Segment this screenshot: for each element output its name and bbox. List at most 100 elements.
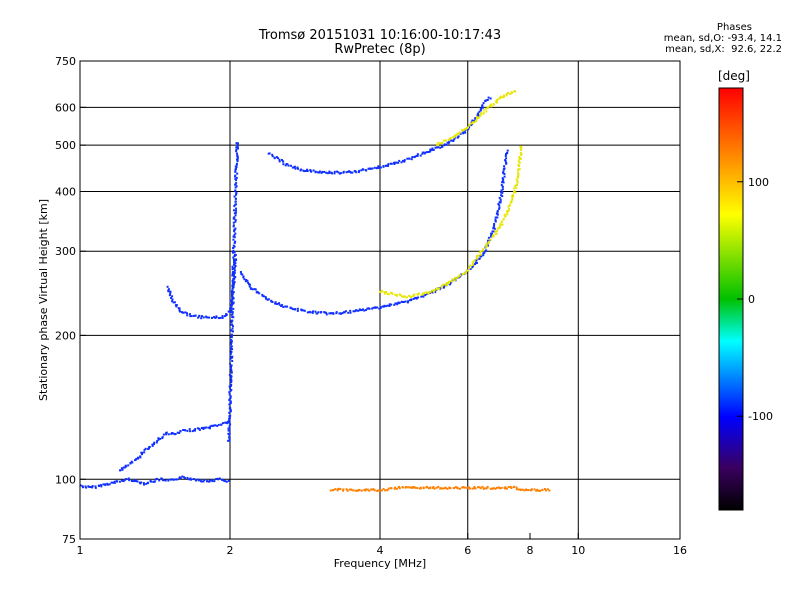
data-point xyxy=(335,311,338,314)
data-point xyxy=(234,276,237,278)
data-point xyxy=(448,140,451,143)
data-point xyxy=(235,182,238,185)
data-point xyxy=(140,481,143,484)
data-point xyxy=(416,153,419,156)
data-point xyxy=(499,198,502,201)
data-point xyxy=(186,476,189,479)
data-point xyxy=(387,163,390,166)
data-point xyxy=(452,139,455,142)
data-point xyxy=(482,112,485,115)
data-point xyxy=(503,173,506,175)
data-point xyxy=(449,137,452,140)
chart-title: Tromsø 20151031 10:16:00-10:17:43 xyxy=(258,28,502,43)
plot-grid xyxy=(80,61,680,539)
data-point xyxy=(136,480,139,483)
data-point xyxy=(94,486,97,489)
data-point xyxy=(487,96,490,99)
data-point xyxy=(479,487,482,490)
data-point xyxy=(315,312,318,315)
data-point xyxy=(214,316,217,319)
data-point xyxy=(463,272,466,275)
data-point xyxy=(314,310,317,313)
data-point xyxy=(294,308,297,311)
data-point xyxy=(233,277,236,280)
data-point xyxy=(91,486,94,489)
data-point xyxy=(498,226,500,229)
data-point xyxy=(521,488,524,491)
data-point xyxy=(221,478,223,481)
data-point xyxy=(233,216,236,219)
data-point xyxy=(447,142,450,145)
data-point xyxy=(368,307,371,310)
data-point xyxy=(503,213,506,216)
data-point xyxy=(231,292,234,295)
data-point xyxy=(377,165,380,168)
data-point xyxy=(233,267,236,270)
data-point xyxy=(271,155,274,158)
data-point xyxy=(485,487,488,490)
data-point xyxy=(229,299,232,302)
data-point xyxy=(463,130,466,133)
data-point xyxy=(201,315,203,318)
data-point xyxy=(236,172,239,175)
data-point xyxy=(231,319,234,322)
data-point xyxy=(458,274,461,277)
data-point xyxy=(371,167,374,170)
data-point xyxy=(167,288,170,291)
data-point xyxy=(388,303,391,306)
data-point xyxy=(457,135,460,138)
data-point xyxy=(198,315,201,318)
data-point xyxy=(456,487,459,490)
data-point xyxy=(119,469,122,472)
data-point xyxy=(235,179,238,182)
data-point xyxy=(218,477,221,480)
data-point xyxy=(489,103,492,106)
data-point xyxy=(517,172,520,175)
data-point xyxy=(213,480,216,483)
chart-subtitle: RwPretec (8p) xyxy=(334,42,426,57)
data-point xyxy=(485,244,488,247)
data-point xyxy=(332,312,335,315)
data-point xyxy=(289,306,292,309)
data-point xyxy=(318,171,321,174)
data-point xyxy=(506,213,509,216)
data-point xyxy=(441,145,444,148)
data-point xyxy=(179,310,181,313)
data-point xyxy=(231,311,234,314)
data-point xyxy=(467,126,469,129)
data-point xyxy=(477,254,480,257)
data-point xyxy=(229,423,232,426)
data-point xyxy=(496,227,499,230)
data-point xyxy=(390,162,393,165)
data-point xyxy=(278,302,280,305)
data-point xyxy=(455,277,458,280)
data-point xyxy=(489,97,492,100)
data-point xyxy=(231,295,234,298)
data-point xyxy=(230,345,233,348)
data-point xyxy=(501,177,504,180)
data-point xyxy=(233,260,236,262)
data-point xyxy=(484,107,487,110)
data-point xyxy=(264,296,267,299)
data-point xyxy=(207,426,210,429)
data-point xyxy=(189,315,192,318)
data-point xyxy=(284,305,287,308)
data-point xyxy=(446,284,449,286)
data-point xyxy=(171,432,174,434)
data-point xyxy=(234,183,237,186)
data-point xyxy=(231,287,234,290)
data-point xyxy=(333,170,336,173)
data-point xyxy=(156,477,158,480)
data-point xyxy=(338,172,341,175)
y-tick-label: 400 xyxy=(55,185,76,198)
data-point xyxy=(325,313,328,316)
data-point xyxy=(456,132,459,135)
data-point xyxy=(431,147,434,150)
data-point xyxy=(492,233,495,236)
data-point xyxy=(231,348,234,351)
data-point xyxy=(274,302,277,305)
data-point xyxy=(408,157,411,160)
data-point xyxy=(232,256,235,259)
data-point xyxy=(410,158,413,161)
data-point xyxy=(232,224,235,227)
